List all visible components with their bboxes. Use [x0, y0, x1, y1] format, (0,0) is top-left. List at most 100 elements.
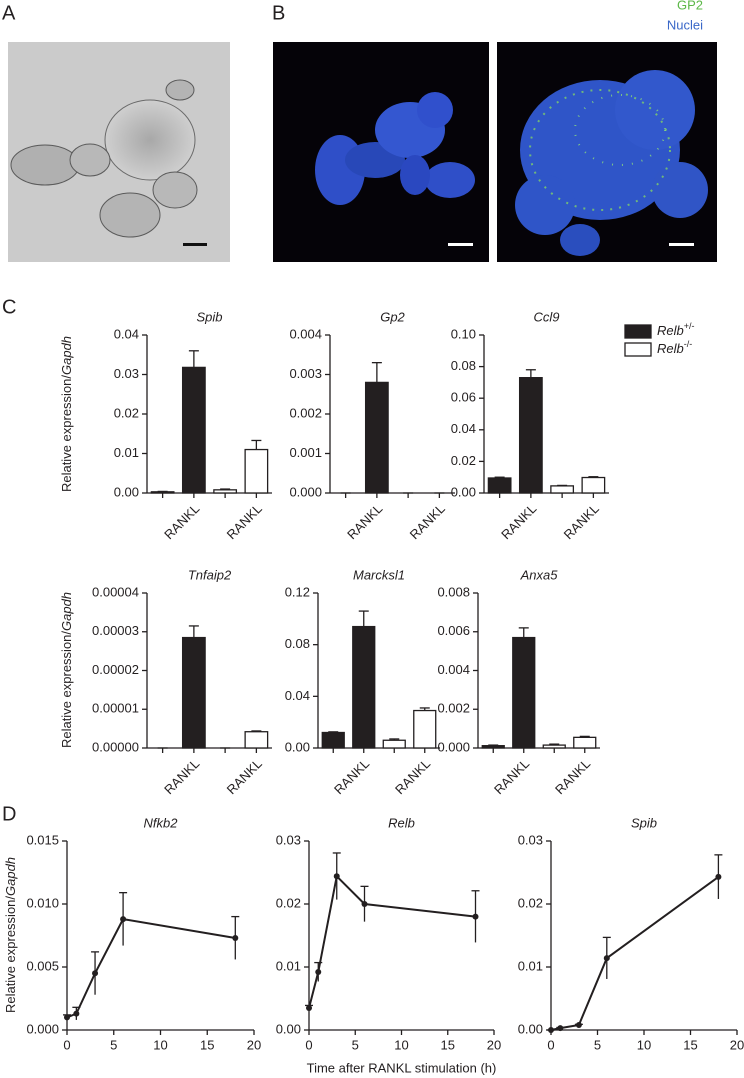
point [120, 916, 127, 923]
point [557, 1025, 564, 1032]
bar [213, 489, 238, 494]
point [64, 1014, 70, 1021]
bar [512, 636, 536, 749]
y-tick-label: 0.08 [451, 358, 476, 373]
bar [550, 485, 575, 494]
y-tick-label: 0.02 [451, 453, 476, 468]
x-tick-label: RANKL [224, 501, 265, 542]
chart-title: Spib [196, 309, 222, 324]
y-tick-label: 0.010 [26, 895, 59, 910]
y-axis-label: Relative expression/Gapdh [59, 592, 74, 748]
x-tick-label: RANKL [224, 756, 265, 797]
chart-title: Marcksl1 [353, 567, 405, 582]
y-tick-label: 0.001 [289, 445, 322, 460]
bar [150, 491, 175, 494]
bar [518, 377, 543, 494]
x-tick-label: 15 [200, 1037, 214, 1052]
y-tick-label: 0.000 [437, 739, 470, 754]
bar [244, 731, 269, 749]
x-tick-label: 10 [637, 1037, 651, 1052]
x-tick-label: 15 [683, 1037, 697, 1052]
legend-swatch [624, 324, 652, 339]
x-tick-label: 5 [594, 1037, 601, 1052]
y-tick-label: 0.00003 [92, 623, 139, 638]
y-tick-label: 0.00004 [92, 584, 139, 599]
bar [481, 745, 505, 749]
bar [413, 709, 437, 749]
bar [321, 731, 345, 749]
y-tick-label: 0.12 [285, 584, 310, 599]
point [548, 1027, 554, 1033]
y-tick-label: 0.02 [114, 405, 139, 420]
point [333, 873, 340, 880]
chart-title: Nfkb2 [144, 815, 179, 830]
y-tick-label: 0.006 [437, 623, 470, 638]
panel-label: B [272, 2, 285, 24]
x-tick-label: 5 [352, 1037, 359, 1052]
y-tick-label: 0.008 [437, 584, 470, 599]
y-tick-label: 0.00 [518, 1021, 543, 1036]
x-tick-label: 15 [441, 1037, 455, 1052]
fluorescence-image [273, 42, 489, 262]
x-tick-label: RANKL [491, 756, 532, 797]
point [232, 935, 239, 942]
point [472, 913, 479, 920]
brightfield-image [8, 42, 230, 262]
point [715, 873, 722, 880]
y-tick-label: 0.003 [289, 366, 322, 381]
y-tick-label: 0.00000 [92, 739, 139, 754]
legend-swatch [624, 342, 652, 357]
chart-title: Anxa5 [520, 567, 559, 582]
point [575, 1021, 582, 1028]
y-tick-label: 0.01 [114, 445, 139, 460]
y-tick-label: 0.10 [451, 326, 476, 341]
legend-label: Relb+/- [657, 321, 695, 338]
y-tick-label: 0.04 [114, 326, 139, 341]
y-tick-label: 0.005 [26, 958, 59, 973]
bar [244, 448, 269, 494]
line [66, 918, 236, 1019]
y-tick-label: 0.00 [114, 484, 139, 499]
y-tick-label: 0.00002 [92, 662, 139, 677]
legend-label: Relb-/- [657, 339, 692, 356]
y-tick-label: 0.00 [451, 484, 476, 499]
y-tick-label: 0.002 [289, 405, 322, 420]
x-tick-label: RANKL [498, 501, 539, 542]
x-tick-label: RANKL [331, 756, 372, 797]
panel-label: D [2, 803, 16, 825]
bar [181, 366, 206, 494]
bar [581, 476, 606, 494]
line [308, 874, 476, 1009]
chart-title: Ccl9 [533, 309, 559, 324]
point [306, 1004, 312, 1011]
y-tick-label: 0.02 [276, 895, 301, 910]
x-tick-label: 0 [547, 1037, 554, 1052]
panel-label: A [2, 2, 16, 24]
bar [382, 739, 406, 749]
fluorescence-image [497, 42, 717, 262]
y-tick-label: 0.04 [451, 421, 476, 436]
y-tick-label: 0.004 [437, 662, 470, 677]
chart-title: Spib [631, 815, 657, 830]
x-tick-label: 10 [394, 1037, 408, 1052]
y-tick-label: 0.06 [451, 390, 476, 405]
y-tick-label: 0.004 [289, 326, 322, 341]
y-tick-label: 0.00001 [92, 701, 139, 716]
y-tick-label: 0.08 [285, 636, 310, 651]
x-tick-label: 5 [110, 1037, 117, 1052]
x-axis-label: Time after RANKL stimulation (h) [307, 1060, 497, 1075]
x-tick-label: RANKL [161, 501, 202, 542]
image-label: GP2 [677, 0, 703, 12]
image-label: Nuclei [667, 17, 703, 32]
bar [542, 744, 566, 749]
y-axis-label: Relative expression/Gapdh [3, 857, 18, 1013]
bar [487, 477, 512, 494]
y-tick-label: 0.03 [276, 832, 301, 847]
y-tick-label: 0.002 [437, 701, 470, 716]
y-tick-label: 0.03 [114, 366, 139, 381]
chart-title: Tnfaip2 [188, 567, 232, 582]
x-tick-label: 20 [487, 1037, 501, 1052]
bar [352, 625, 376, 749]
point [315, 969, 322, 976]
